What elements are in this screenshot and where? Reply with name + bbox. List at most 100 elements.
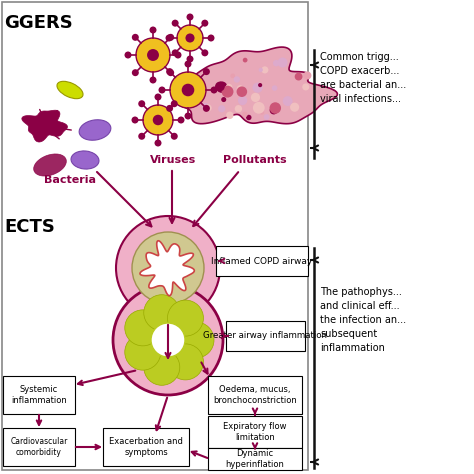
Circle shape [238,96,247,105]
Circle shape [167,69,174,76]
Circle shape [283,96,292,106]
Circle shape [258,83,262,87]
Circle shape [242,112,247,117]
Circle shape [138,133,145,140]
Circle shape [302,83,310,91]
Ellipse shape [34,154,66,176]
Circle shape [237,85,244,92]
Circle shape [125,310,161,346]
Circle shape [125,334,161,370]
Circle shape [246,115,252,120]
Circle shape [223,85,233,95]
Circle shape [253,82,263,93]
Circle shape [185,34,194,43]
Circle shape [167,300,203,336]
Circle shape [172,19,179,27]
Circle shape [226,84,232,91]
Circle shape [131,117,138,124]
Circle shape [184,61,191,67]
Text: Bacteria: Bacteria [44,175,96,185]
Circle shape [132,34,139,41]
Polygon shape [22,110,67,142]
Circle shape [171,100,178,107]
Circle shape [177,25,203,51]
Circle shape [203,68,210,75]
Text: Viruses: Viruses [150,155,196,165]
Circle shape [167,34,174,41]
Text: Inflamed COPD airway: Inflamed COPD airway [211,256,313,265]
Circle shape [295,73,302,81]
Circle shape [182,84,194,96]
Circle shape [261,66,268,73]
Circle shape [290,103,299,112]
Text: Common trigg...
COPD exacerb...
are bacterial an...
viral infections...: Common trigg... COPD exacerb... are bact… [320,52,406,104]
Circle shape [178,322,214,358]
Circle shape [136,38,170,72]
FancyBboxPatch shape [103,428,189,466]
Circle shape [202,103,210,110]
Circle shape [144,349,180,385]
Circle shape [210,86,218,93]
Circle shape [143,105,173,135]
Text: Cardiovascular
comorbidity: Cardiovascular comorbidity [10,437,68,457]
Circle shape [253,102,264,114]
Ellipse shape [79,120,111,140]
Circle shape [144,295,180,331]
Circle shape [172,49,179,56]
Circle shape [234,76,240,82]
FancyBboxPatch shape [226,321,305,351]
Circle shape [186,13,193,20]
Circle shape [113,285,223,395]
Circle shape [158,86,165,93]
Circle shape [208,35,215,42]
Text: Pollutants: Pollutants [223,155,287,165]
Circle shape [201,19,209,27]
Circle shape [237,86,247,97]
Circle shape [149,76,156,83]
Text: Expiratory flow
limitation: Expiratory flow limitation [223,422,287,442]
Circle shape [216,82,228,93]
Circle shape [155,93,162,100]
Circle shape [149,27,156,34]
Circle shape [235,105,242,112]
Circle shape [221,86,234,98]
Circle shape [251,93,260,102]
Circle shape [270,106,278,114]
Circle shape [171,133,178,140]
Text: Exacerbation and
symptoms: Exacerbation and symptoms [109,437,183,457]
Circle shape [221,97,226,102]
Circle shape [138,100,145,107]
Circle shape [226,111,234,119]
Circle shape [177,117,184,124]
Circle shape [272,85,277,91]
Circle shape [303,72,311,80]
Text: GGERS: GGERS [4,14,73,32]
Text: Dynamic
hyperinflation: Dynamic hyperinflation [226,449,284,469]
FancyBboxPatch shape [208,376,302,414]
FancyBboxPatch shape [208,448,302,470]
FancyBboxPatch shape [208,416,302,448]
Polygon shape [176,47,337,124]
Circle shape [151,323,185,357]
Circle shape [278,57,288,67]
Circle shape [186,55,193,63]
Circle shape [201,49,209,56]
Circle shape [259,109,264,115]
Ellipse shape [57,82,83,99]
Circle shape [273,60,280,66]
Text: Oedema, mucus,
bronchoconstriction: Oedema, mucus, bronchoconstriction [213,385,297,405]
Circle shape [147,49,159,61]
Circle shape [125,52,131,58]
Circle shape [132,69,139,76]
FancyBboxPatch shape [216,246,308,276]
Circle shape [166,105,173,112]
Circle shape [153,115,163,125]
Circle shape [204,104,212,111]
Text: Systemic
inflammation: Systemic inflammation [11,385,67,405]
Circle shape [194,82,201,89]
FancyBboxPatch shape [3,428,75,466]
Circle shape [259,68,263,72]
Circle shape [165,35,173,42]
FancyBboxPatch shape [3,376,75,414]
Polygon shape [140,241,194,296]
